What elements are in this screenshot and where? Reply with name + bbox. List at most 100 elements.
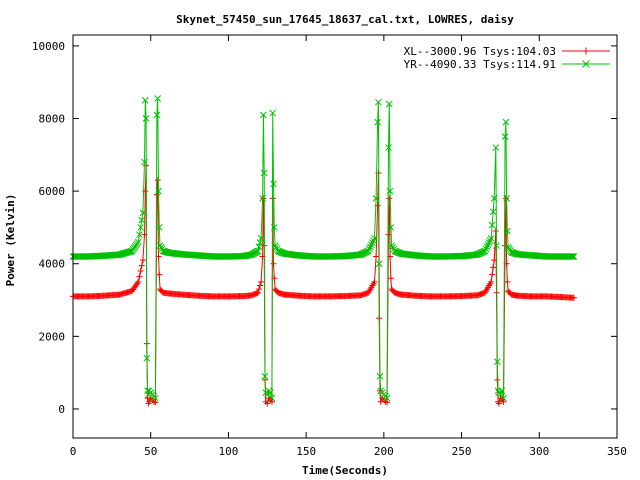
data-point — [369, 239, 376, 246]
legend-label-1: XL--3000.96 Tsys:104.03 — [404, 45, 556, 58]
data-point — [153, 111, 161, 119]
chart-title: Skynet_57450_sun_17645_18637_cal.txt, LO… — [176, 13, 514, 26]
data-point — [260, 169, 268, 177]
data-point — [139, 257, 146, 264]
data-point — [386, 187, 394, 195]
data-point — [492, 144, 500, 151]
data-point — [375, 98, 382, 106]
data-point — [256, 239, 264, 246]
data-point — [135, 278, 142, 285]
data-point — [490, 195, 498, 202]
data-point — [155, 224, 163, 231]
data-point — [270, 260, 277, 267]
x-tick-label: 0 — [70, 445, 77, 458]
data-point — [258, 278, 265, 285]
y-tick-label: 6000 — [39, 185, 66, 198]
data-point — [489, 208, 497, 216]
data-point — [502, 195, 509, 202]
data-point — [570, 294, 577, 301]
y-tick-label: 10000 — [32, 40, 65, 53]
y-axis-label: Power (Kelvin) — [4, 194, 17, 287]
data-point — [138, 216, 146, 224]
x-axis-label: Time(Seconds) — [302, 464, 388, 477]
data-point — [141, 158, 148, 166]
data-point — [257, 282, 264, 289]
data-point — [482, 245, 490, 253]
data-point — [569, 253, 577, 260]
data-point — [487, 234, 495, 242]
data-point — [260, 195, 267, 202]
legend-marker-1 — [582, 47, 590, 55]
x-tick-label: 200 — [374, 445, 394, 458]
data-point — [270, 224, 278, 231]
x-tick-label: 350 — [607, 445, 627, 458]
data-point — [570, 253, 578, 260]
data-point — [152, 399, 159, 406]
data-point — [488, 221, 496, 229]
data-point — [137, 224, 144, 231]
data-point — [255, 286, 262, 293]
x-tick-label: 250 — [452, 445, 472, 458]
y-tick-label: 8000 — [39, 113, 66, 126]
data-point — [503, 195, 510, 202]
data-point — [383, 394, 391, 402]
data-point — [152, 394, 159, 402]
data-layer — [69, 95, 578, 407]
data-point — [383, 399, 390, 406]
legend-marker-2 — [582, 60, 590, 68]
data-point — [492, 228, 499, 235]
data-point — [493, 242, 500, 249]
data-point — [367, 243, 374, 251]
data-point — [483, 243, 491, 251]
data-point — [504, 227, 511, 235]
y-tick-label: 0 — [58, 403, 65, 416]
data-point — [264, 400, 271, 407]
data-point — [260, 111, 267, 119]
data-point — [263, 391, 271, 398]
data-point — [370, 237, 377, 244]
data-point — [498, 387, 506, 395]
ticks-layer: 0 50 100 150 200 250 300 350 0 2000 4000 6000 8000 10… — [32, 35, 627, 458]
data-point — [481, 247, 489, 255]
data-point — [139, 209, 147, 217]
data-point — [484, 241, 492, 249]
x-tick-label: 150 — [296, 445, 316, 458]
series-markers-2 — [69, 95, 578, 402]
plot-frame — [72, 34, 618, 439]
data-point — [154, 177, 161, 184]
data-point — [385, 100, 393, 108]
series-markers-1 — [70, 162, 577, 407]
data-point — [375, 260, 383, 268]
data-point — [495, 400, 502, 407]
data-point — [364, 247, 372, 255]
y-tick-label: 2000 — [39, 330, 66, 343]
data-point — [156, 271, 163, 278]
data-point — [493, 358, 501, 366]
data-point — [500, 394, 507, 402]
data-point — [136, 273, 143, 280]
data-point — [374, 118, 381, 126]
data-point — [365, 245, 373, 253]
data-point — [568, 253, 575, 260]
data-point — [385, 144, 392, 151]
data-point — [388, 242, 395, 249]
data-point — [501, 133, 509, 141]
data-point — [371, 278, 378, 285]
data-point — [376, 372, 384, 380]
data-point — [502, 118, 510, 126]
data-point — [385, 231, 392, 238]
data-point — [372, 195, 380, 202]
data-point — [270, 180, 277, 188]
data-point — [268, 398, 275, 405]
x-tick-label: 50 — [144, 445, 157, 458]
x-tick-label: 100 — [218, 445, 238, 458]
data-point — [143, 354, 151, 362]
data-point — [488, 278, 495, 285]
data-point — [371, 234, 378, 242]
data-point — [490, 264, 497, 271]
data-point — [142, 115, 150, 122]
data-point — [257, 234, 265, 242]
data-point — [254, 289, 261, 296]
